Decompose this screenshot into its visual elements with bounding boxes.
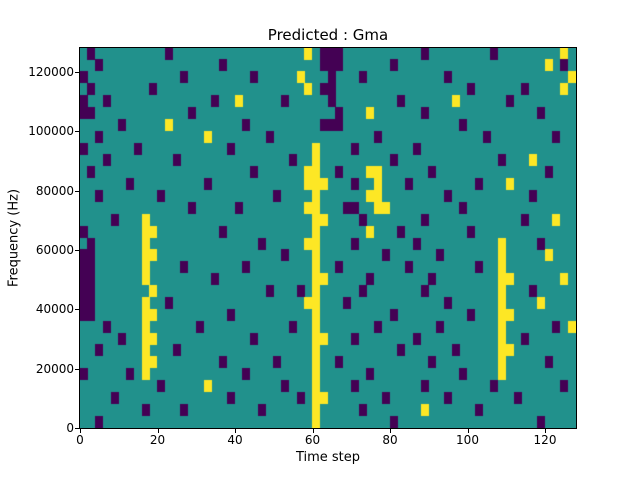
x-tick-label: 60 (304, 433, 321, 447)
x-tick-label: 40 (227, 433, 243, 447)
y-tick-mark (75, 131, 79, 133)
y-tick-mark (75, 71, 79, 73)
plot-area (79, 47, 577, 429)
y-tick-mark (75, 309, 79, 311)
heatmap-canvas (80, 48, 576, 428)
y-tick-label: 0 (66, 421, 74, 435)
y-tick-label: 100000 (28, 124, 74, 139)
x-tick-label: 100 (456, 433, 479, 447)
x-tick-mark (157, 429, 159, 433)
x-tick-mark (312, 429, 314, 433)
x-tick-mark (545, 429, 546, 433)
x-tick-label: 0 (76, 433, 84, 447)
y-axis-label: Frequency (Hz) (6, 188, 22, 288)
x-tick-label: 20 (149, 433, 166, 447)
y-tick-mark (75, 190, 79, 192)
y-tick-mark (75, 249, 79, 251)
y-tick-label: 60000 (35, 242, 74, 257)
x-tick-mark (467, 429, 469, 433)
y-tick-label: 40000 (35, 302, 74, 317)
x-tick-mark (80, 429, 81, 433)
x-axis-label: Time step (295, 450, 361, 465)
x-tick-mark (235, 429, 236, 433)
y-tick-label: 20000 (35, 361, 74, 376)
x-tick-label: 120 (533, 433, 557, 447)
y-tick-mark (75, 368, 79, 370)
y-tick-label: 80000 (35, 183, 74, 198)
x-tick-mark (390, 429, 391, 433)
x-tick-label: 80 (382, 433, 398, 447)
y-tick-label: 120000 (28, 64, 74, 79)
chart-title: Predicted : Gma (267, 26, 389, 44)
y-tick-mark (75, 428, 79, 429)
